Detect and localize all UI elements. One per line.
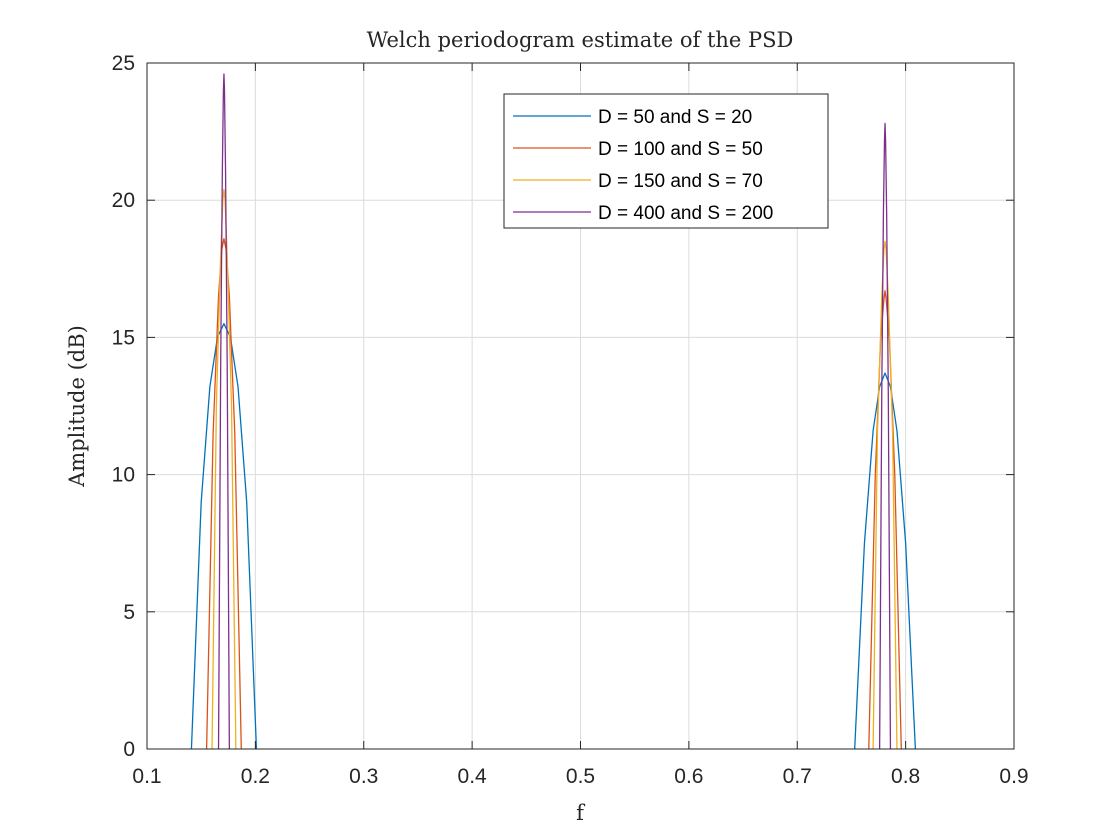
x-axis-label: f [576,801,586,825]
series-3 [211,188,898,750]
series-4-peak-2-line [878,122,892,750]
series-lines [190,73,917,750]
series-1-peak-1-line [190,323,258,750]
legend-entry-label: D = 50 and S = 20 [598,107,752,128]
y-tick-label: 5 [123,601,135,624]
series-3-peak-2-line [872,240,898,750]
y-tick-label: 15 [112,326,135,349]
x-tick-label: 0.5 [566,765,595,788]
x-tick-label: 0.1 [132,765,161,788]
axis-ticks: 0.1 0.2 0.3 0.4 0.5 0.6 0.7 0.8 0.9 0 5 10 15 20 25 [112,52,1029,788]
series-3-peak-1-line [211,188,237,750]
series-2-peak-1-line [205,237,242,750]
chart-title: Welch periodogram estimate of the PSD [367,28,794,52]
y-tick-label: 10 [112,464,135,487]
y-tick-label: 20 [112,189,135,212]
series-4-peak-1-line [217,73,231,750]
y-tick-label: 0 [123,738,135,761]
y-axis-label: Amplitude (dB) [65,325,89,488]
series-1-peak-2-line [854,372,917,750]
series-1 [190,323,917,750]
x-tick-label: 0.6 [674,765,703,788]
y-tick-label: 25 [112,52,135,75]
x-tick-label: 0.4 [458,765,488,788]
series-4 [217,73,892,750]
x-tick-label: 0.2 [241,765,270,788]
legend: D = 50 and S = 20 D = 100 and S = 50 D = 1… [503,93,829,229]
legend-entry-label: D = 150 and S = 70 [598,171,763,192]
x-tick-label: 0.7 [783,765,812,788]
legend-entry-label: D = 400 and S = 200 [598,203,773,224]
x-tick-label: 0.9 [999,765,1028,788]
legend-entry-label: D = 100 and S = 50 [598,139,763,160]
x-tick-label: 0.3 [349,765,378,788]
x-tick-label: 0.8 [891,765,920,788]
